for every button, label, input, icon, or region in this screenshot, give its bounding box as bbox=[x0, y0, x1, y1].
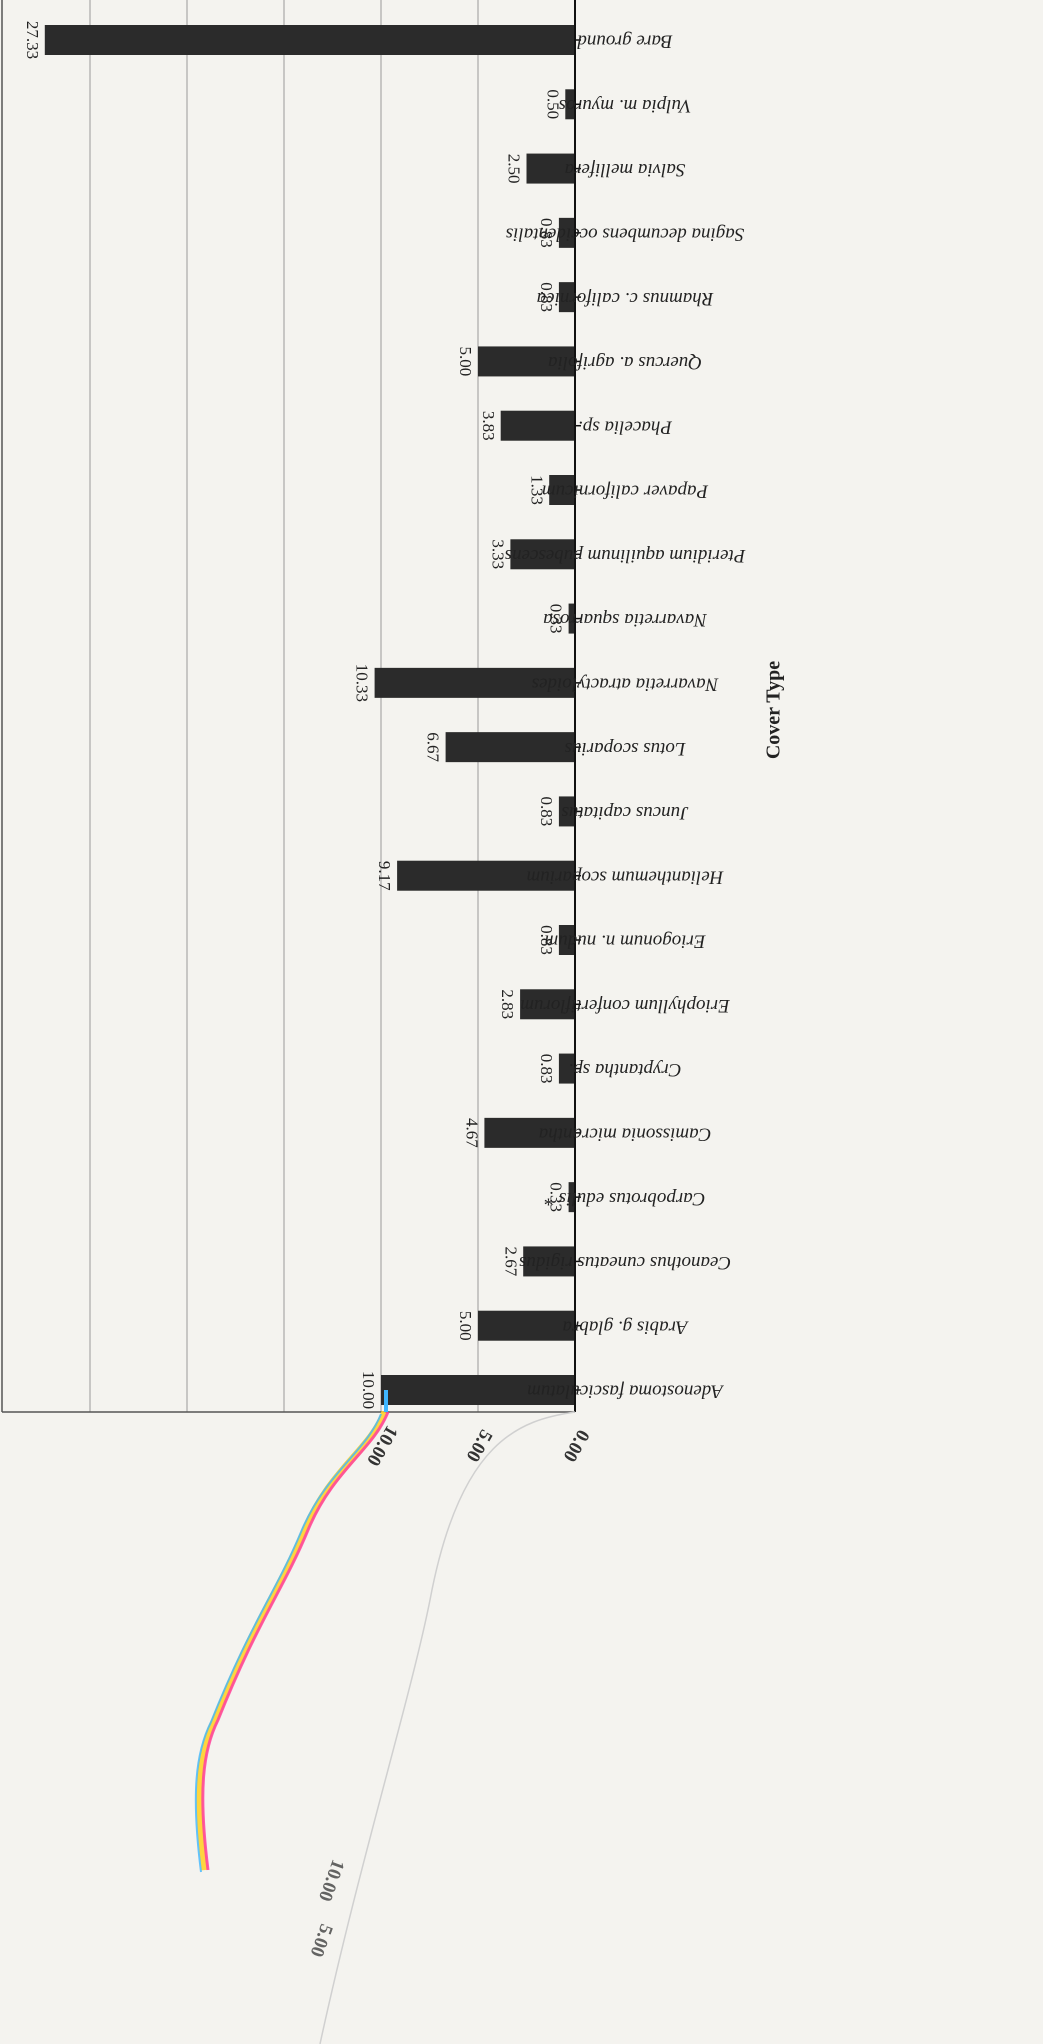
category-label: Carpobrotus edulis * bbox=[544, 1188, 705, 1209]
bar bbox=[478, 346, 575, 377]
bar bbox=[44, 25, 576, 55]
category-label: Rhamnus c. californica bbox=[537, 288, 715, 309]
data-label: 0.50 bbox=[543, 89, 562, 119]
bar bbox=[526, 153, 575, 184]
category-label: Navarretia atractyloides bbox=[532, 673, 720, 694]
data-label: 9.17 bbox=[375, 861, 394, 891]
overlay-curve-yellow bbox=[196, 1410, 389, 1871]
bar bbox=[520, 989, 575, 1020]
bar bbox=[558, 282, 575, 313]
data-label: 2.50 bbox=[505, 154, 524, 184]
data-label: 2.83 bbox=[498, 989, 517, 1019]
data-label: 0.33 bbox=[547, 1182, 566, 1212]
bar bbox=[374, 667, 575, 698]
category-label: Adenostoma fasciculatum bbox=[527, 1381, 725, 1402]
bar bbox=[397, 860, 575, 891]
data-label: 5.00 bbox=[456, 347, 475, 377]
data-label: 4.67 bbox=[462, 1118, 481, 1148]
data-label: 0.83 bbox=[537, 1054, 556, 1084]
category-label: Salvia mellifera bbox=[565, 159, 686, 180]
data-label: 5.00 bbox=[456, 1311, 475, 1341]
bar bbox=[558, 1053, 575, 1084]
bar bbox=[568, 1182, 575, 1213]
category-label: Ceanothus cuneatus rigidus bbox=[519, 1252, 731, 1273]
bars: 10.00 5.00 2.67 0.33 4.67 0.83 2.83 0.83 9.17 0.8… bbox=[23, 21, 576, 1409]
bar bbox=[558, 217, 575, 248]
category-label: Juncus capitatus bbox=[561, 802, 688, 823]
bar bbox=[568, 603, 575, 634]
category-label: Bare ground bbox=[577, 31, 673, 52]
category-label: Navarretia squarrosa bbox=[543, 609, 708, 630]
data-label: 0.83 bbox=[537, 218, 556, 248]
bar bbox=[500, 410, 575, 441]
bar bbox=[381, 1375, 575, 1405]
data-label: 0.83 bbox=[537, 797, 556, 827]
data-label: 6.67 bbox=[424, 732, 443, 762]
bar bbox=[510, 539, 575, 570]
category-label: Vulpia m. myuros bbox=[559, 95, 691, 116]
category-label: Eriophyllum confertiflorum bbox=[520, 995, 731, 1016]
data-label: 3.33 bbox=[488, 539, 507, 569]
category-label: Pteridium aquilinum pubescens bbox=[505, 545, 747, 566]
category-label: Papaver californicum bbox=[542, 481, 709, 502]
bar bbox=[565, 89, 575, 120]
category-label: Lotus scoparius bbox=[565, 738, 687, 759]
category-label: Phacelia sp. bbox=[578, 416, 673, 437]
bar bbox=[558, 796, 575, 827]
data-label: 27.33 bbox=[23, 21, 42, 59]
bar bbox=[558, 925, 575, 955]
bar bbox=[478, 1310, 575, 1341]
category-label: Eriogonum n. nudum bbox=[545, 931, 707, 952]
overlay-curve-cyan bbox=[194, 1413, 382, 1873]
data-label: 3.83 bbox=[479, 411, 498, 441]
category-label: Sagina decumbens occidentalis bbox=[506, 223, 745, 244]
data-label: 0.83 bbox=[537, 925, 556, 955]
data-label: 1.33 bbox=[527, 475, 546, 505]
category-label: Helianthemum scoparium bbox=[527, 866, 725, 887]
data-label: 0.33 bbox=[547, 604, 566, 634]
axes: Adenostoma fasciculatum Arabis g. glabra C… bbox=[362, 0, 785, 1469]
data-label: 0.83 bbox=[537, 282, 556, 312]
bar bbox=[523, 1246, 575, 1277]
data-label: 10.00 bbox=[359, 1371, 378, 1409]
bar bbox=[484, 1117, 575, 1148]
overlay-curve-magenta bbox=[201, 1411, 390, 1871]
category-label: Arabis g. glabra bbox=[562, 1316, 689, 1337]
category-label: Camissonia micrantha bbox=[539, 1123, 712, 1144]
x-axis-title: Cover Type bbox=[763, 661, 785, 759]
category-label: Cryptantha sp. bbox=[569, 1059, 682, 1080]
data-label: 2.67 bbox=[501, 1247, 520, 1277]
grid-lines bbox=[1, 0, 575, 1413]
bar bbox=[445, 732, 575, 763]
bar bbox=[549, 475, 575, 505]
category-label: Quercus a. agrifolia bbox=[548, 352, 702, 373]
page-fold-curve bbox=[319, 1411, 576, 2044]
data-label: 10.33 bbox=[353, 664, 372, 702]
